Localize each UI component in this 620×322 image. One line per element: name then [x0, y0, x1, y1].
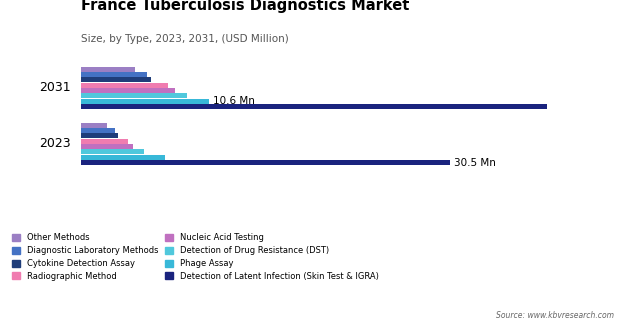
Legend: Other Methods, Diagnostic Laboratory Methods, Cytokine Detection Assay, Radiogra: Other Methods, Diagnostic Laboratory Met…	[12, 233, 379, 281]
Bar	[81, 72, 147, 77]
Bar	[81, 155, 166, 160]
Bar	[81, 139, 128, 144]
Bar	[81, 99, 209, 104]
Bar	[81, 128, 115, 133]
Bar	[81, 123, 107, 128]
Text: 30.5 Mn: 30.5 Mn	[454, 157, 495, 167]
Bar	[81, 144, 133, 149]
Bar	[81, 149, 144, 155]
Bar	[81, 83, 168, 88]
Text: France Tuberculosis Diagnostics Market: France Tuberculosis Diagnostics Market	[81, 0, 409, 13]
Text: Size, by Type, 2023, 2031, (USD Million): Size, by Type, 2023, 2031, (USD Million)	[81, 34, 288, 44]
Bar	[81, 67, 135, 72]
Text: 10.6 Mn: 10.6 Mn	[213, 96, 254, 106]
Text: Source: www.kbvresearch.com: Source: www.kbvresearch.com	[496, 311, 614, 320]
Bar	[81, 160, 450, 165]
Bar	[81, 77, 151, 82]
Bar	[81, 88, 175, 93]
Bar	[81, 93, 187, 99]
Bar	[81, 133, 118, 138]
Bar	[81, 104, 547, 109]
